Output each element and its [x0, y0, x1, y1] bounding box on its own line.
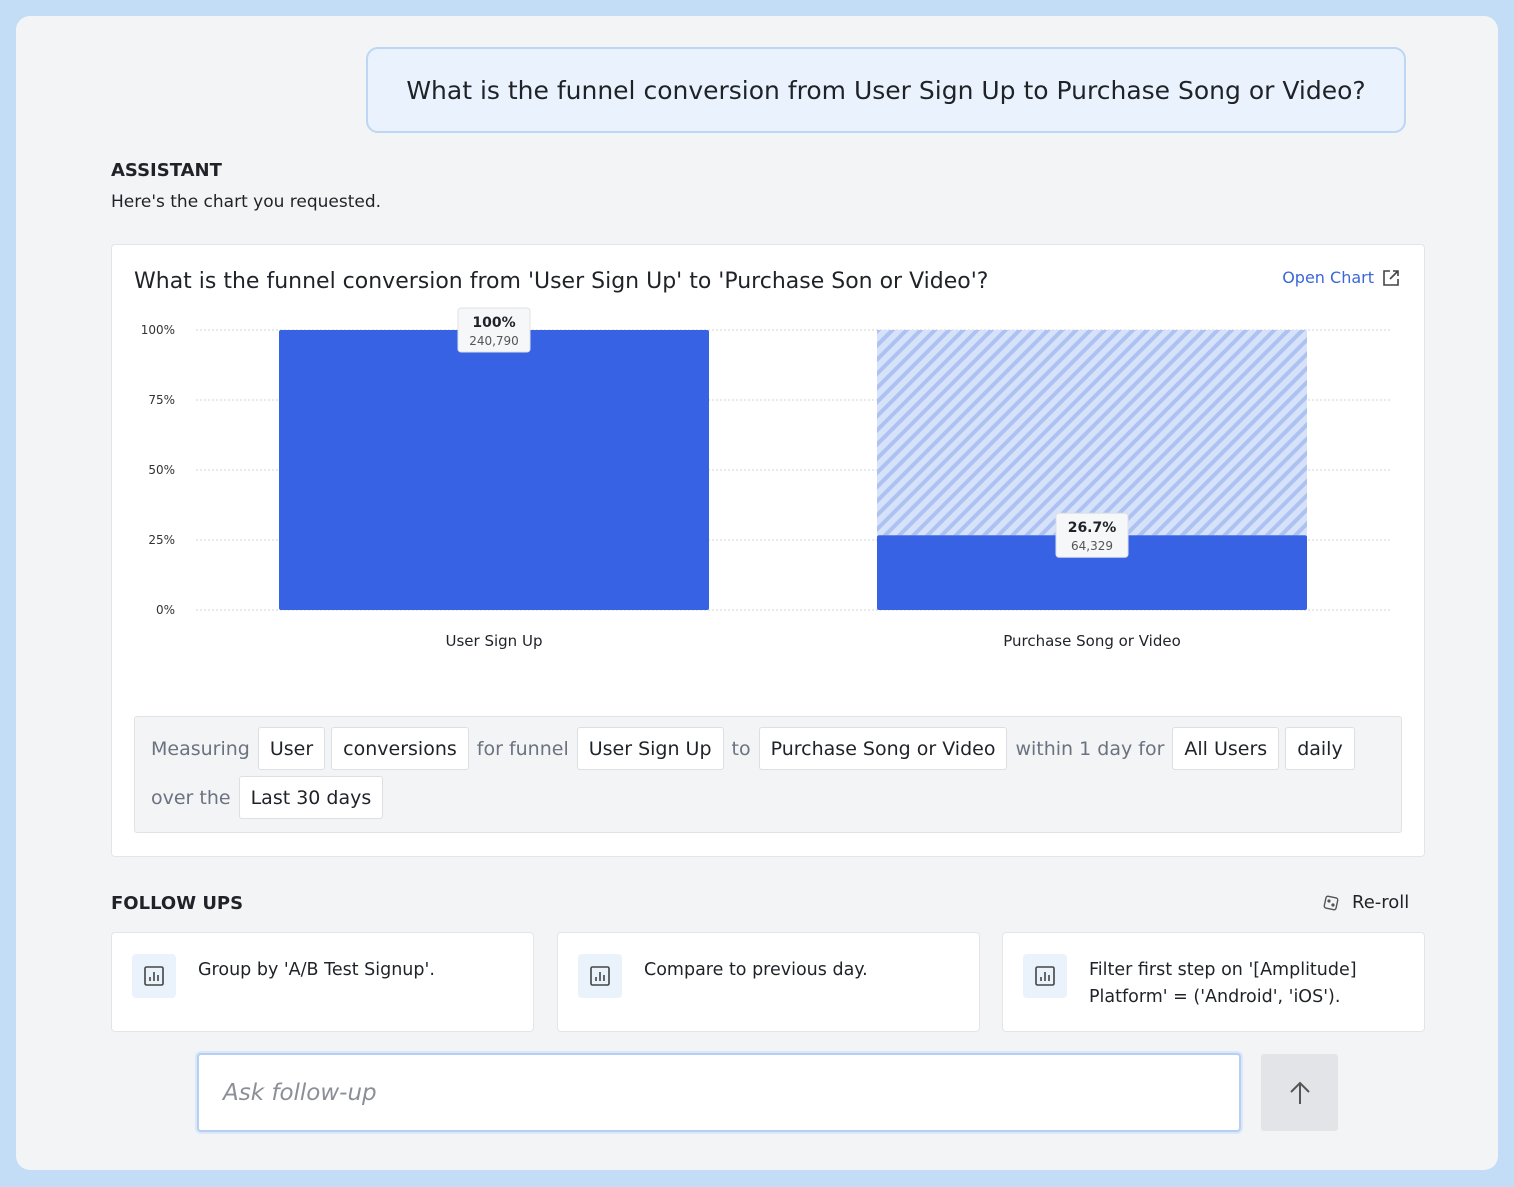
follow-up-card[interactable]: Compare to previous day.	[557, 932, 980, 1032]
follow-up-card[interactable]: Group by 'A/B Test Signup'.	[111, 932, 534, 1032]
query-chip-interval[interactable]: daily	[1285, 727, 1355, 770]
chart-icon	[578, 954, 622, 998]
y-tick-label: 25%	[148, 533, 175, 547]
query-chip-start-event[interactable]: User Sign Up	[576, 727, 724, 770]
open-chart-link[interactable]: Open Chart	[1282, 268, 1400, 287]
reroll-button[interactable]: Re-roll	[1322, 892, 1409, 913]
query-text: over the	[151, 786, 231, 809]
open-chart-label: Open Chart	[1282, 268, 1374, 287]
query-chip-range[interactable]: Last 30 days	[238, 776, 384, 819]
x-tick-label: User Sign Up	[446, 632, 543, 650]
send-button[interactable]	[1261, 1054, 1338, 1131]
chart-icon	[132, 954, 176, 998]
query-chip-entity[interactable]: User	[257, 727, 326, 770]
bar-value-label: 26.7%	[1068, 520, 1117, 536]
assistant-text: Here's the chart you requested.	[111, 192, 382, 212]
query-text: for funnel	[476, 737, 569, 760]
bar	[279, 330, 709, 610]
follow-up-text: Filter first step on '[Amplitude] Platfo…	[1089, 960, 1357, 1007]
ask-follow-up-input[interactable]: Ask follow-up	[197, 1053, 1241, 1132]
assistant-label: ASSISTANT	[111, 160, 222, 181]
follow-up-card[interactable]: Filter first step on '[Amplitude] Platfo…	[1002, 932, 1425, 1032]
external-link-icon	[1383, 269, 1399, 286]
user-message: What is the funnel conversion from User …	[366, 47, 1406, 133]
y-tick-label: 0%	[156, 603, 175, 617]
chart-title: What is the funnel conversion from 'User…	[134, 269, 989, 294]
chart-icon	[1023, 954, 1067, 998]
reroll-label: Re-roll	[1352, 892, 1410, 913]
bar	[877, 535, 1307, 610]
bar-value-label: 100%	[472, 315, 515, 331]
follow-up-text: Compare to previous day.	[644, 960, 868, 980]
x-tick-label: Purchase Song or Video	[1003, 632, 1181, 650]
query-chip-segment[interactable]: All Users	[1172, 727, 1280, 770]
follow-ups-label: FOLLOW UPS	[111, 893, 244, 914]
bar-count-label: 64,329	[1071, 539, 1113, 553]
arrow-up-icon	[1289, 1081, 1310, 1104]
dropoff-bar	[877, 330, 1307, 536]
query-text: to	[731, 737, 751, 760]
funnel-chart: 0% 25% 50% 75% 100% 100% 240,790 User Sign Up 26…	[141, 307, 1392, 650]
bar-count-label: 240,790	[469, 334, 519, 348]
dice-icon	[1323, 895, 1339, 910]
bar-label-box	[1055, 512, 1129, 558]
query-chip-metric[interactable]: conversions	[331, 727, 469, 770]
y-tick-label: 50%	[148, 463, 175, 477]
chart-card: What is the funnel conversion from 'User…	[111, 244, 1425, 857]
y-tick-label: 100%	[141, 323, 175, 337]
y-tick-label: 75%	[148, 393, 175, 407]
query-chip-end-event[interactable]: Purchase Song or Video	[758, 727, 1008, 770]
bar-label-box	[457, 307, 531, 353]
query-summary: Measuring User conversions for funnel Us…	[134, 716, 1402, 833]
query-text: within 1 day for	[1015, 737, 1165, 760]
query-text: Measuring	[151, 737, 250, 760]
follow-up-text: Group by 'A/B Test Signup'.	[198, 960, 435, 980]
